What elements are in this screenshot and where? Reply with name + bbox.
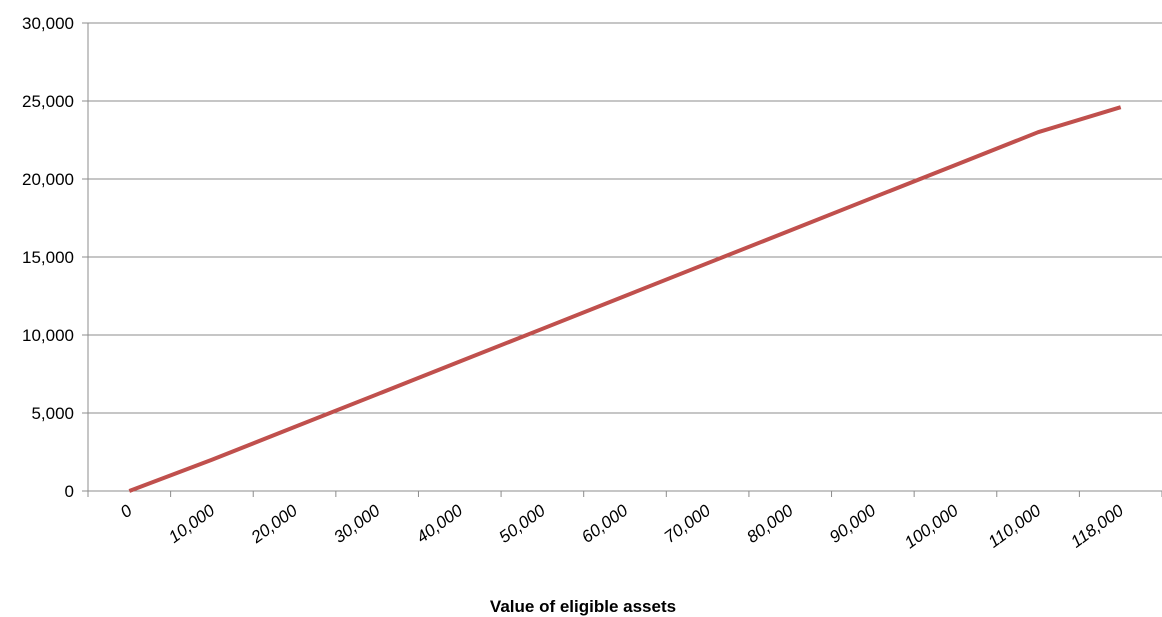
y-tick-label: 5,000	[31, 404, 74, 423]
series-group	[128, 105, 1122, 493]
y-axis-ticks: 0 5,000 10,000 15,000 20,000 25,000 30,000	[22, 14, 74, 501]
y-tick-label: 10,000	[22, 326, 74, 345]
y-tick-label: 0	[65, 482, 74, 501]
y-tick-label: 15,000	[22, 248, 74, 267]
y-tick-label: 20,000	[22, 170, 74, 189]
x-tick-label: 30,000	[330, 501, 384, 547]
x-tick-label: 10,000	[165, 501, 219, 547]
axes	[82, 22, 1162, 497]
x-tick-label: 40,000	[413, 501, 467, 547]
y-tick-label: 25,000	[22, 92, 74, 111]
x-tick-label: 100,000	[901, 501, 962, 553]
gridlines	[88, 22, 1162, 414]
x-tick-label: 90,000	[826, 501, 880, 547]
x-tick-label: 50,000	[495, 501, 549, 547]
series-line	[128, 105, 1122, 493]
x-tick-label: 118,000	[1067, 501, 1127, 552]
x-axis-ticks: 0 10,000 20,000 30,000 40,000 50,000 60,000 70,…	[117, 501, 1128, 553]
x-tick-label: 70,000	[661, 501, 715, 547]
x-axis-label: Value of eligible assets	[490, 597, 676, 616]
y-tick-label: 30,000	[22, 14, 74, 33]
x-tick-label: 80,000	[743, 501, 797, 547]
x-tick-label: 110,000	[985, 501, 1045, 552]
x-tick-label: 60,000	[578, 501, 632, 547]
x-tick-label: 20,000	[247, 501, 301, 548]
x-tick-label: 0	[117, 501, 136, 522]
